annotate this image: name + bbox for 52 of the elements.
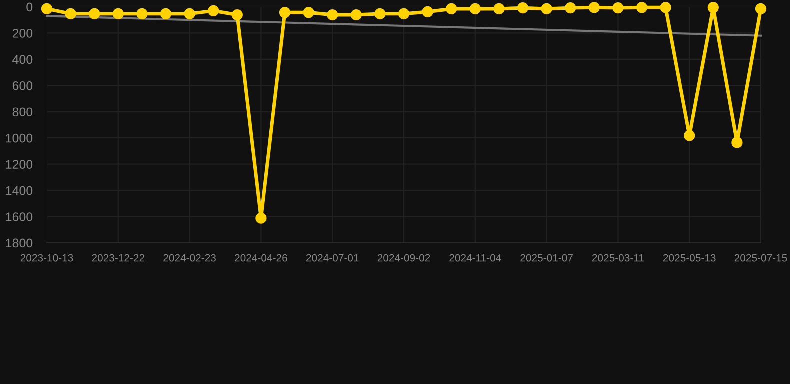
point (89, 8, 100, 20)
point (636, 2, 648, 14)
point (232, 9, 243, 21)
x-tick-label: 2025-05-13 (663, 254, 716, 262)
y-tick-label: 1600 (6, 212, 33, 222)
point (494, 3, 505, 15)
y-tick-label: 1200 (6, 160, 33, 169)
point (588, 2, 600, 14)
x-tick-label: 2024-07-01 (306, 254, 359, 262)
point (755, 3, 767, 15)
point (517, 2, 529, 14)
y-tick-label: 400 (12, 55, 33, 64)
point (136, 8, 148, 20)
point (565, 2, 576, 14)
point (112, 8, 124, 20)
y-tick-label: 1000 (6, 134, 33, 143)
x-tick-label: 2024-09-02 (378, 254, 430, 262)
point (374, 8, 386, 20)
point (256, 212, 267, 224)
point (41, 3, 53, 15)
point (470, 3, 481, 15)
point (708, 2, 719, 14)
x-tick-label: 2023-10-13 (20, 254, 74, 262)
y-tick-label: 1400 (6, 186, 33, 196)
point (612, 2, 624, 14)
y-tick-label: 600 (12, 81, 33, 90)
x-tick-label: 2024-11-04 (450, 254, 502, 262)
point (160, 8, 172, 20)
x-tick-label: 2025-07-15 (734, 254, 788, 262)
y-tick-label: 0 (26, 2, 33, 12)
point (422, 6, 434, 18)
point (732, 137, 743, 148)
point (398, 8, 410, 20)
point (303, 7, 314, 18)
x-tick-label: 2023-12-22 (92, 254, 145, 262)
point (541, 3, 552, 15)
point (279, 7, 291, 18)
point (184, 8, 196, 20)
y-tick-label: 200 (12, 29, 33, 38)
x-tick-label: 2025-01-07 (520, 254, 573, 262)
y-tick-label: 1800 (6, 238, 33, 248)
point (327, 9, 338, 21)
x-tick-label: 2024-02-23 (164, 254, 216, 262)
point (684, 130, 696, 142)
x-tick-label: 2025-03-11 (592, 254, 644, 262)
point (660, 2, 672, 14)
point (350, 9, 362, 21)
point (446, 3, 458, 15)
point (65, 8, 76, 20)
x-tick-label: 2024-04-26 (235, 254, 288, 262)
y-tick-label: 800 (12, 108, 33, 117)
point (208, 5, 220, 16)
